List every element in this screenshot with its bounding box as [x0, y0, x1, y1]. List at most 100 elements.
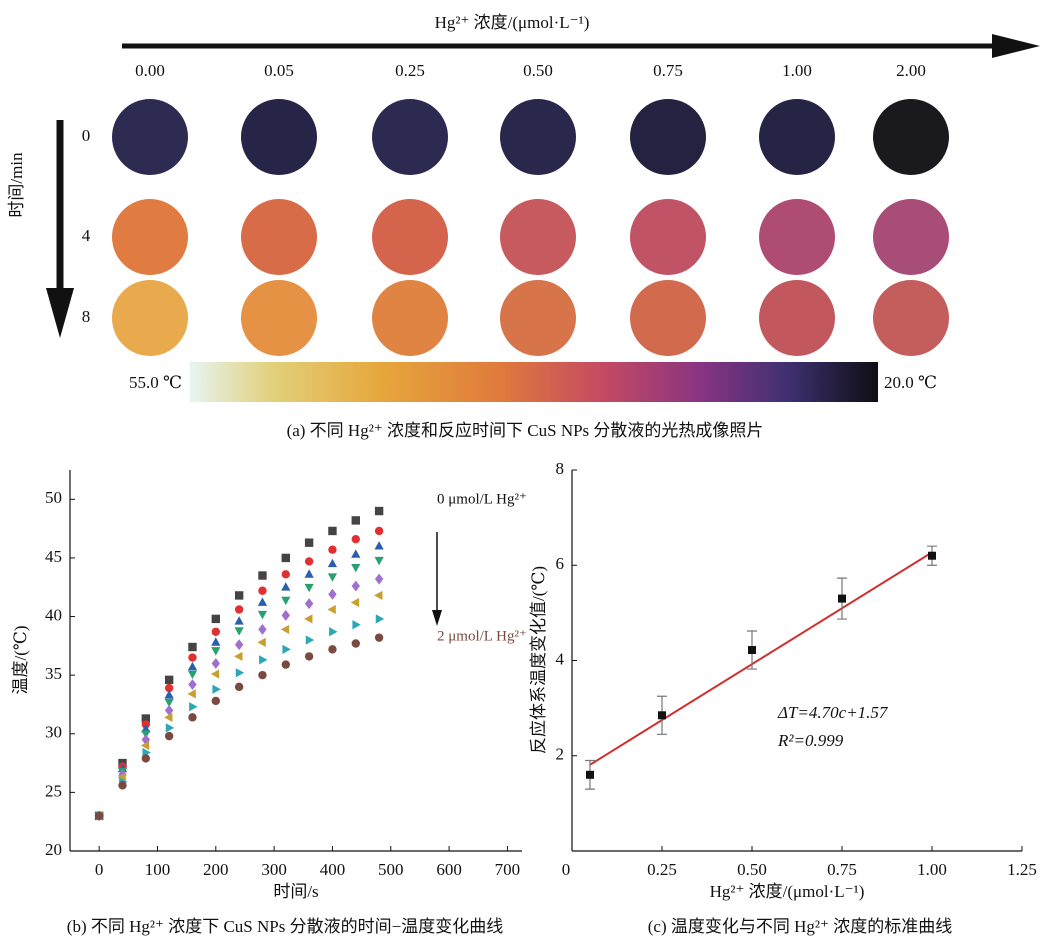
marker: [305, 635, 315, 645]
row-label: 8: [82, 307, 91, 326]
marker: [234, 591, 244, 600]
y-tick-label: 50: [45, 488, 62, 507]
thermal-well: [873, 199, 949, 275]
y-tick-label: 6: [556, 554, 565, 573]
arrow-head: [992, 34, 1040, 58]
marker: [212, 684, 221, 694]
marker: [211, 647, 221, 656]
thermal-well: [112, 280, 188, 356]
x-tick-label: 0.25: [647, 860, 677, 879]
marker: [141, 754, 151, 763]
x-tick-label: 500: [378, 860, 404, 879]
annotation: 2 μmol/L Hg²⁺: [437, 628, 527, 644]
marker: [117, 772, 126, 782]
marker: [258, 623, 267, 635]
thermal-well: [372, 99, 448, 175]
marker: [187, 670, 198, 680]
column-label: 1.00: [782, 61, 812, 80]
marker: [187, 661, 198, 671]
marker: [351, 534, 360, 544]
x-tick-label: 200: [203, 860, 229, 879]
y-tick-label: 40: [45, 605, 62, 624]
marker: [257, 637, 266, 647]
marker: [374, 556, 384, 566]
marker: [164, 712, 173, 722]
colorbar-max: 20.0 ℃: [884, 373, 937, 392]
marker: [304, 538, 314, 547]
thermal-well: [241, 280, 317, 356]
thermal-well: [873, 280, 949, 356]
marker: [210, 669, 220, 679]
x-axis-label: Hg²⁺ 浓度/(μmol·L⁻¹): [710, 882, 865, 901]
x-tick-label: 1.00: [917, 860, 947, 879]
column-label: 0.75: [653, 61, 683, 80]
marker: [374, 633, 384, 642]
marker: [140, 740, 150, 751]
marker: [281, 660, 290, 669]
marker: [351, 549, 361, 558]
y-tick-label: 4: [556, 649, 565, 668]
thermal-well: [759, 280, 835, 356]
marker: [327, 573, 338, 582]
time-label: 时间/min: [7, 152, 26, 218]
thermal-well: [372, 280, 448, 356]
marker: [165, 723, 175, 733]
marker: [748, 646, 756, 655]
y-tick-label: 35: [45, 664, 62, 683]
column-label: 2.00: [896, 61, 926, 80]
y-axis-label: 温度/(℃): [11, 625, 30, 694]
thermal-well: [630, 99, 706, 175]
marker: [259, 655, 268, 665]
marker: [164, 683, 174, 693]
marker: [94, 811, 104, 821]
y-tick-label: 8: [556, 459, 565, 478]
caption: (a) 不同 Hg²⁺ 浓度和反应时间下 CuS NPs 分散液的光热成像照片: [287, 421, 764, 440]
marker: [211, 627, 221, 636]
marker: [304, 614, 313, 624]
thermal-well: [112, 199, 188, 275]
thermal-well: [873, 99, 949, 175]
marker: [351, 516, 360, 525]
marker: [258, 571, 267, 580]
marker: [328, 545, 337, 554]
marker: [328, 645, 337, 654]
marker: [328, 588, 337, 600]
x-tick-label: 100: [145, 860, 171, 879]
marker: [304, 557, 314, 566]
marker: [164, 731, 174, 741]
thermal-well: [241, 99, 317, 175]
thermal-well: [630, 280, 706, 356]
x-tick-label: 0: [95, 860, 104, 879]
marker: [329, 627, 338, 637]
marker: [211, 637, 221, 646]
marker: [188, 642, 197, 652]
marker: [234, 682, 244, 692]
marker: [164, 690, 174, 699]
marker: [281, 582, 291, 591]
marker: [211, 614, 221, 624]
colorbar-min: 55.0 ℃: [129, 373, 182, 392]
row-label: 4: [82, 226, 91, 245]
marker: [375, 614, 385, 624]
marker: [586, 770, 594, 779]
x-tick-label: 0.50: [737, 860, 767, 879]
marker: [234, 616, 244, 625]
fit-line: [589, 551, 933, 766]
marker: [838, 594, 846, 603]
thermal-well: [630, 199, 706, 275]
column-label: 0.05: [264, 61, 294, 80]
marker: [351, 563, 361, 573]
marker: [282, 644, 291, 654]
y-axis-label: 反应体系温度变化值/(℃): [529, 566, 548, 754]
marker: [118, 781, 127, 790]
annotation: R²=0.999: [777, 731, 844, 750]
marker: [374, 526, 384, 536]
y-tick-label: 2: [556, 745, 565, 764]
marker: [328, 526, 337, 536]
marker: [374, 541, 384, 550]
marker: [351, 580, 360, 592]
thermal-well: [759, 99, 835, 175]
marker: [280, 624, 290, 635]
marker: [281, 553, 290, 563]
